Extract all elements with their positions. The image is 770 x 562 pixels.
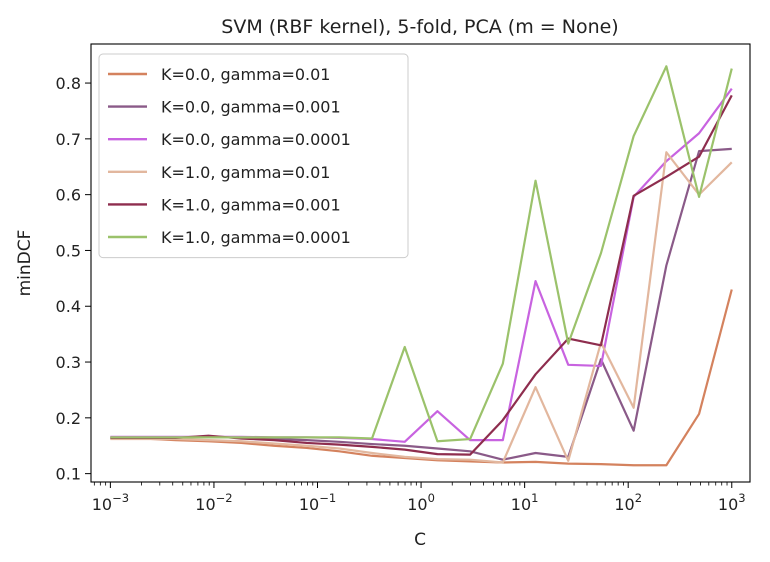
legend-label: K=1.0, gamma=0.001 (161, 195, 341, 214)
x-tick-label: 103 (718, 491, 746, 514)
legend-label: K=1.0, gamma=0.0001 (161, 228, 351, 247)
plot-frame (90, 43, 751, 483)
y-tick-label: 0.5 (56, 241, 81, 260)
y-tick-label: 0.8 (56, 74, 81, 93)
series-line-4 (110, 151, 733, 464)
legend-label: K=1.0, gamma=0.01 (161, 163, 330, 182)
y-tick-label: 0.2 (56, 409, 81, 428)
legend: K=0.0, gamma=0.01 K=0.0, gamma=0.001 K=0.0… (98, 53, 409, 259)
chart-title: SVM (RBF kernel), 5-fold, PCA (m = None) (221, 16, 618, 38)
x-tick-label: 101 (511, 491, 539, 514)
series-line-6 (110, 65, 733, 443)
x-tick-label: 10−1 (299, 491, 336, 514)
y-tick-label: 0.1 (56, 465, 81, 484)
y-tick-label: 0.3 (56, 353, 81, 372)
legend-label: K=0.0, gamma=0.0001 (161, 130, 351, 149)
series-group (110, 65, 733, 467)
legend-box (98, 53, 409, 259)
y-axis: 0.1 0.2 0.3 0.4 0.5 0.6 0.7 0.8 (56, 74, 91, 484)
legend-label: K=0.0, gamma=0.001 (161, 98, 341, 117)
series-line-5 (110, 94, 733, 456)
y-tick-label: 0.7 (56, 130, 81, 149)
y-axis-label: minDCF (15, 230, 35, 297)
x-axis: 10−3 10−2 10−1 100 101 102 103 (92, 482, 746, 514)
y-tick-label: 0.6 (56, 186, 81, 205)
x-tick-label: 10−3 (92, 491, 129, 514)
x-axis-label: C (414, 530, 426, 550)
y-tick-label: 0.4 (56, 297, 81, 316)
legend-label: K=0.0, gamma=0.01 (161, 65, 330, 84)
x-tick-label: 10−2 (195, 491, 232, 514)
x-tick-label: 102 (614, 491, 642, 514)
series-line-1 (110, 289, 733, 467)
x-tick-label: 100 (407, 491, 435, 514)
